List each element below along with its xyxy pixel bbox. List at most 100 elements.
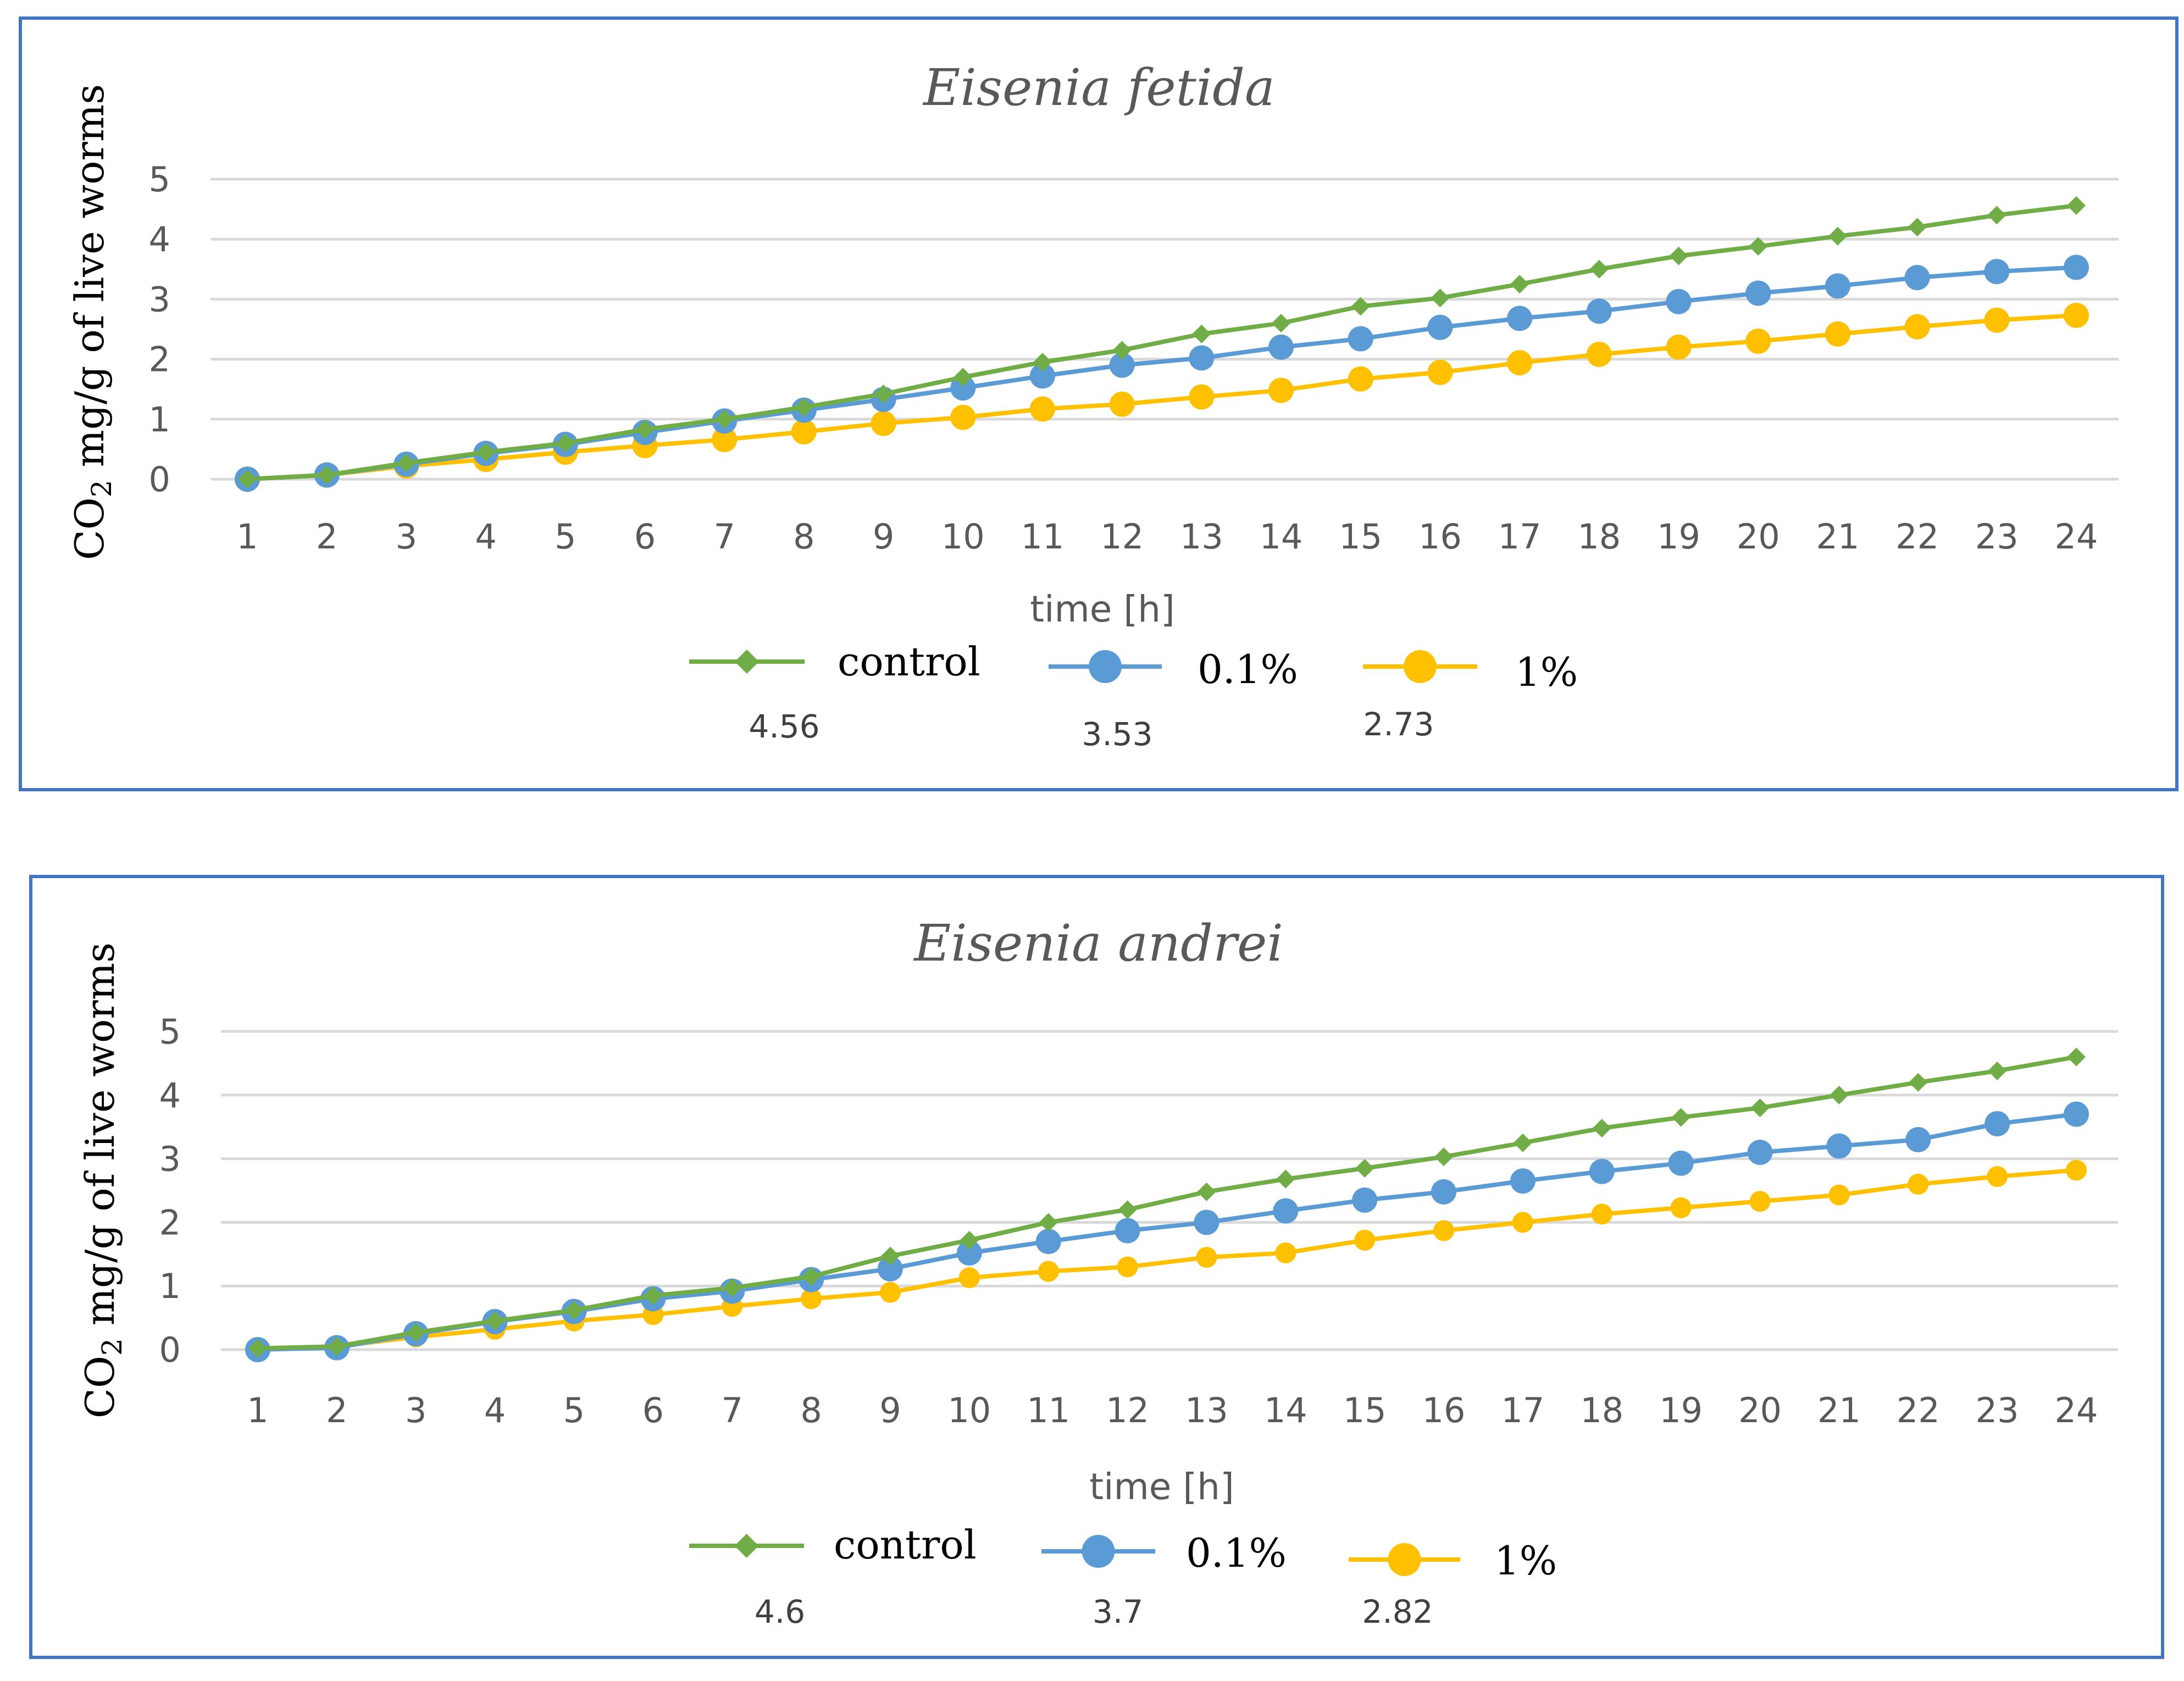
final-value-0-1pct: 3.7: [1093, 1593, 1143, 1630]
data-point-control: [644, 1286, 663, 1305]
data-point-control: [1112, 341, 1132, 360]
data-point-1pct: [1670, 1197, 1692, 1218]
data-point-0-1pct: [1586, 298, 1612, 324]
data-point-1pct: [879, 1281, 901, 1303]
data-point-0-1pct: [1273, 1198, 1299, 1224]
data-point-1pct: [1354, 1229, 1376, 1251]
data-point-0-1pct: [1194, 1210, 1220, 1235]
legend-label-0-1pct: 0.1%: [1198, 646, 1298, 692]
chart-title: Eisenia fetida: [922, 58, 1275, 117]
data-point-control: [1671, 1108, 1690, 1127]
data-point-control: [1033, 353, 1052, 372]
data-point-control: [1749, 237, 1768, 256]
legend-marker-control: [735, 650, 759, 674]
legend: control 4.56 0.1% 3.53 1% 2.73: [689, 639, 1578, 753]
data-point-1pct: [1038, 1261, 1059, 1282]
data-point-0-1pct: [2064, 1101, 2089, 1127]
data-point-0-1pct: [1348, 326, 1373, 352]
data-point-control: [2067, 1047, 2086, 1067]
y-tick-label: 1: [159, 1266, 181, 1306]
data-point-0-1pct: [1745, 280, 1771, 306]
data-point-control: [1830, 1085, 1849, 1105]
series-1pct: [247, 1159, 2087, 1359]
legend-label-control: control: [838, 639, 980, 685]
data-point-1pct: [1984, 307, 2010, 333]
y-tick-label: 5: [159, 1012, 181, 1052]
data-point-1pct: [950, 404, 976, 430]
final-value-0-1pct: 3.53: [1082, 715, 1152, 753]
data-point-control: [1355, 1158, 1374, 1178]
chart-panel-eisenia-fetida: Eisenia fetida CO2 mg/g of live worms ti…: [19, 16, 2179, 791]
data-point-control: [1192, 324, 1211, 343]
data-point-control: [1197, 1182, 1216, 1201]
data-point-control: [1750, 1098, 1770, 1117]
x-tick-label: 9: [873, 517, 894, 557]
y-tick-label: 0: [149, 459, 170, 500]
data-point-control: [1589, 259, 1609, 279]
x-tick-label: 17: [1498, 517, 1542, 557]
legend-item-0-1pct: 0.1% 3.7: [1041, 1530, 1287, 1630]
legend-label-1pct: 1%: [1494, 1538, 1557, 1584]
data-point-0-1pct: [877, 1256, 903, 1281]
series-line-1pct: [247, 313, 2077, 481]
data-point-control: [238, 470, 257, 489]
x-tick-label: 4: [484, 1390, 506, 1430]
data-point-0-1pct: [1268, 334, 1294, 360]
svg-text:CO2 mg/g of live worms: CO2 mg/g of live worms: [77, 942, 128, 1418]
x-axis-label: time [h]: [1089, 1466, 1234, 1508]
x-tick-label: 12: [1100, 517, 1144, 557]
data-point-0-1pct: [1109, 352, 1135, 378]
x-tick-label: 10: [947, 1390, 991, 1430]
data-point-1pct: [1268, 378, 1294, 403]
x-tick-label: 22: [1895, 517, 1939, 557]
x-tick-label: 20: [1737, 517, 1780, 557]
data-point-0-1pct: [1029, 363, 1055, 389]
data-point-0-1pct: [1352, 1187, 1378, 1213]
x-tick-label: 6: [634, 517, 656, 557]
chart-svg-eisenia-andrei: Eisenia andrei CO2 mg/g of live worms ti…: [77, 914, 2118, 1630]
x-tick-label: 20: [1738, 1390, 1782, 1430]
data-point-control: [327, 1337, 346, 1356]
data-point-control: [1431, 289, 1450, 308]
legend-label-1pct: 1%: [1515, 649, 1578, 695]
data-point-control: [2067, 196, 2086, 215]
x-tick-label: 16: [1422, 1390, 1466, 1430]
data-point-0-1pct: [1115, 1218, 1140, 1244]
data-point-control: [1510, 275, 1529, 294]
data-point-0-1pct: [1747, 1140, 1773, 1166]
data-point-0-1pct: [1035, 1229, 1061, 1255]
x-tick-label: 16: [1418, 517, 1462, 557]
x-tick-label: 12: [1106, 1390, 1149, 1430]
data-point-0-1pct: [1189, 345, 1215, 371]
data-point-1pct: [1029, 396, 1055, 422]
data-point-0-1pct: [1507, 306, 1533, 331]
legend: control 4.6 0.1% 3.7 1% 2.82: [689, 1522, 1557, 1630]
x-axis-label: time [h]: [1030, 588, 1174, 630]
legend-item-0-1pct: 0.1% 3.53: [1049, 646, 1298, 753]
data-point-1pct: [871, 410, 896, 436]
data-point-1pct: [1904, 314, 1930, 340]
data-point-control: [1351, 297, 1370, 316]
series-line-1pct: [257, 1168, 2077, 1351]
x-tick-label: 24: [2055, 517, 2098, 557]
data-point-control: [1118, 1200, 1137, 1219]
data-point-control: [1039, 1213, 1058, 1232]
y-tick-label: 4: [149, 219, 170, 259]
x-tick-label: 18: [1577, 517, 1621, 557]
y-tick-label: 5: [149, 159, 170, 199]
data-point-1pct: [791, 419, 817, 445]
data-point-0-1pct: [956, 1240, 982, 1266]
x-tick-label: 23: [1975, 517, 2019, 557]
data-point-1pct: [1749, 1191, 1771, 1212]
x-tick-label: 8: [800, 1390, 822, 1430]
series-control: [238, 196, 2086, 489]
data-point-1pct: [1591, 1203, 1612, 1225]
series-0-1pct: [245, 1101, 2089, 1362]
final-value-control: 4.56: [749, 708, 819, 745]
data-point-0-1pct: [1666, 289, 1692, 314]
y-tick-label: 3: [159, 1139, 181, 1179]
x-tick-label: 13: [1185, 1390, 1228, 1430]
data-point-control: [794, 397, 813, 417]
